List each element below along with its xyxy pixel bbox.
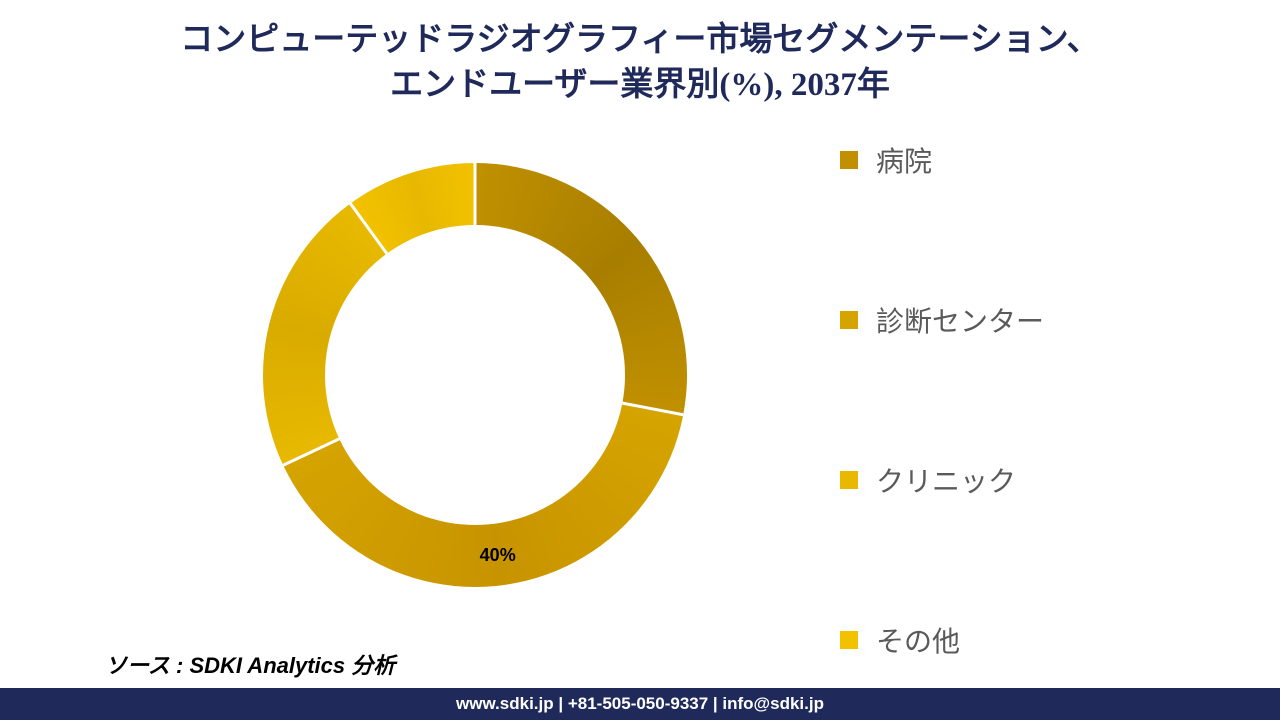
donut-chart: 40% — [263, 163, 687, 587]
chart-title-line2: エンドユーザー業界別(%), 2037年 — [0, 63, 1280, 108]
legend-marker — [840, 311, 858, 329]
slice-separator — [475, 374, 684, 417]
legend-item: その他 — [840, 620, 1044, 660]
legend-label: クリニック — [876, 460, 1016, 500]
legend-label: 病院 — [876, 140, 932, 180]
footer-text: www.sdki.jp | +81-505-050-9337 | info@sd… — [456, 694, 824, 713]
slice-separator — [474, 163, 477, 375]
legend-marker — [840, 151, 858, 169]
legend-label: 診断センター — [876, 300, 1044, 340]
legend-marker — [840, 631, 858, 649]
footer-bar: www.sdki.jp | +81-505-050-9337 | info@sd… — [0, 688, 1280, 720]
donut-separators — [263, 163, 687, 587]
legend-item: 診断センター — [840, 300, 1044, 340]
chart-title: コンピューテッドラジオグラフィー市場セグメンテーション、 エンドユーザー業界別(… — [0, 18, 1280, 107]
slice-separator — [349, 203, 476, 376]
slice-data-label: 40% — [480, 545, 516, 566]
legend-label: その他 — [876, 620, 960, 660]
legend-item: クリニック — [840, 460, 1044, 500]
legend-marker — [840, 471, 858, 489]
page-root: コンピューテッドラジオグラフィー市場セグメンテーション、 エンドユーザー業界別(… — [0, 0, 1280, 720]
legend: 病院診断センタークリニックその他 — [840, 140, 1044, 660]
source-text: ソース : SDKI Analytics 分析 — [105, 648, 395, 680]
legend-item: 病院 — [840, 140, 1044, 180]
chart-title-line1: コンピューテッドラジオグラフィー市場セグメンテーション、 — [0, 18, 1280, 63]
slice-separator — [283, 374, 476, 467]
